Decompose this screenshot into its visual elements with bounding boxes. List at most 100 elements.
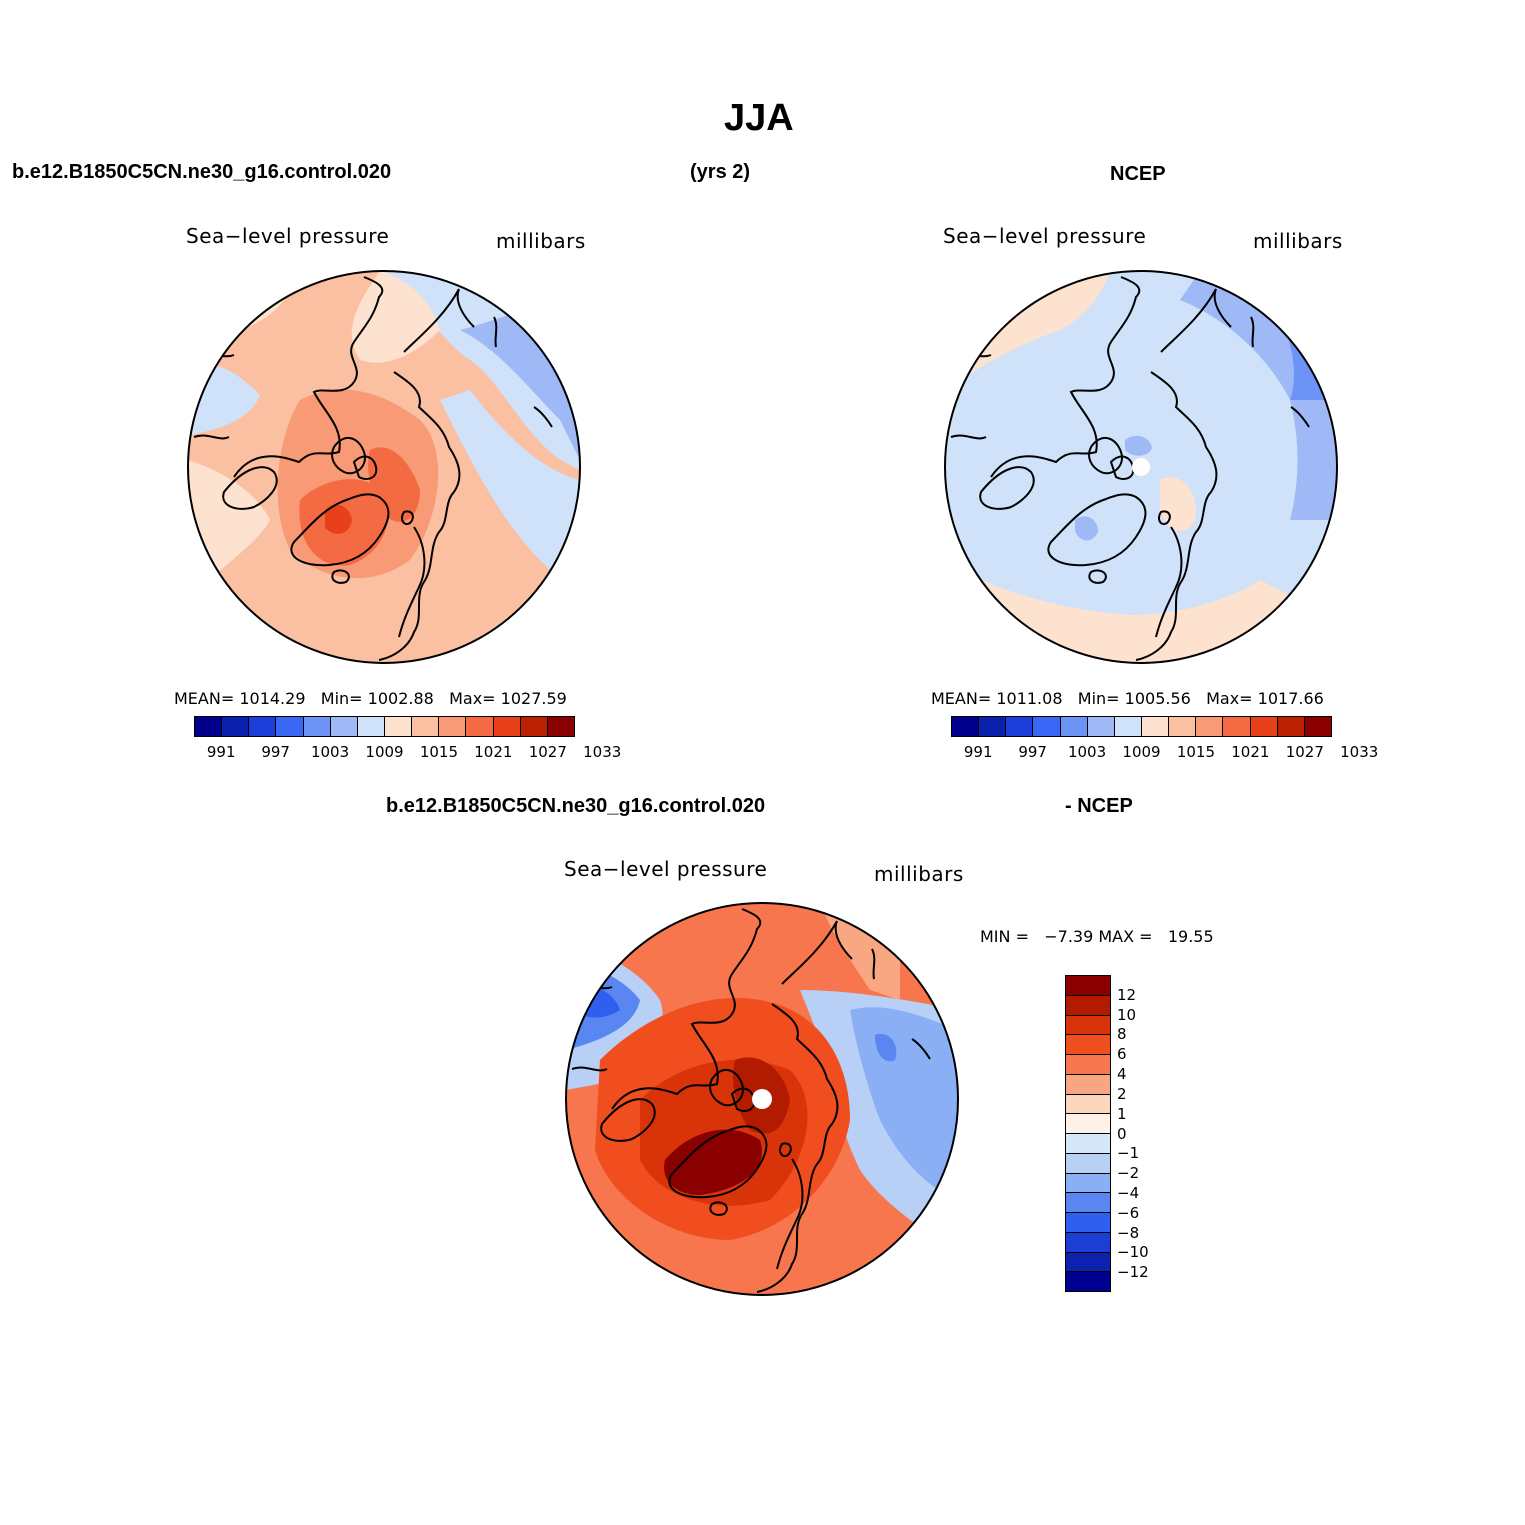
obs-name-label: NCEP <box>1110 163 1166 185</box>
obs-colorbar-swatch <box>1169 717 1197 736</box>
model-colorbar-tick-label: 1021 <box>474 743 513 761</box>
obs-colorbar <box>951 716 1332 737</box>
diff-colorbar-swatch <box>1066 1272 1110 1291</box>
model-max-value: 1027.59 <box>500 689 567 708</box>
obs-colorbar-swatch <box>1196 717 1224 736</box>
model-colorbar-swatch <box>466 717 494 736</box>
diff-colorbar-tick-label: 6 <box>1117 1045 1127 1064</box>
diff-colorbar-swatch <box>1066 995 1110 1016</box>
diff-colorbar-tick-label: −2 <box>1117 1164 1140 1183</box>
obs-max-value: 1017.66 <box>1257 689 1324 708</box>
model-colorbar-swatch <box>412 717 440 736</box>
model-colorbar-swatch <box>547 717 574 736</box>
diff-colorbar-tick-label: −1 <box>1117 1144 1140 1163</box>
model-colorbar-tick-label: 991 <box>206 743 236 761</box>
diff-colorbar-tick-label: −10 <box>1117 1243 1149 1262</box>
model-variable-label: Sea−level pressure <box>186 224 390 248</box>
diff-colorbar-swatch <box>1066 1252 1110 1273</box>
model-colorbar-swatch <box>439 717 467 736</box>
model-max-label: Max= <box>449 689 496 708</box>
obs-units-label: millibars <box>1253 229 1343 253</box>
obs-colorbar-swatch <box>979 717 1007 736</box>
obs-colorbar-swatch <box>952 717 980 736</box>
case-name-label: b.e12.B1850C5CN.ne30_g16.control.020 <box>12 161 392 183</box>
obs-colorbar-tick-label: 1003 <box>1067 743 1107 761</box>
model-colorbar-swatch <box>276 717 304 736</box>
model-map <box>187 270 581 664</box>
diff-colorbar-tick-label: −12 <box>1117 1263 1149 1282</box>
diff-units-label: millibars <box>874 862 964 886</box>
model-colorbar-tick-label: 1009 <box>365 743 404 761</box>
model-colorbar-tick-label: 997 <box>261 743 290 761</box>
diff-colorbar-swatch <box>1066 1055 1110 1075</box>
model-colorbar-tick-label: 1015 <box>419 743 459 761</box>
model-mean-label: MEAN= <box>174 689 235 708</box>
diff-variable-label: Sea−level pressure <box>564 857 768 881</box>
obs-colorbar-swatch <box>1006 717 1034 736</box>
obs-min-label: Min= <box>1077 689 1120 708</box>
obs-min-value: 1005.56 <box>1124 689 1191 708</box>
diff-title-right: - NCEP <box>1065 795 1133 817</box>
diff-colorbar-tick-label: 12 <box>1117 985 1137 1004</box>
diff-colorbar-tick-label: −4 <box>1117 1183 1140 1202</box>
diff-stats: MIN = −7.39 MAX = 19.55 <box>980 927 1214 946</box>
obs-colorbar-swatch <box>1277 717 1305 736</box>
model-stats: MEAN= 1014.29 Min= 1002.88 Max= 1027.59 <box>174 689 567 708</box>
model-colorbar-swatch <box>384 717 413 736</box>
obs-mean-value: 1011.08 <box>996 689 1063 708</box>
obs-colorbar-swatch <box>1141 717 1170 736</box>
diff-min-label: MIN = <box>980 927 1029 946</box>
diff-colorbar-tick-label: 2 <box>1117 1084 1127 1103</box>
diff-colorbar-swatch <box>1066 1094 1110 1115</box>
obs-colorbar-swatch <box>1060 717 1088 736</box>
diff-colorbar <box>1065 975 1111 1292</box>
model-colorbar-tick-label: 1033 <box>583 743 622 761</box>
diff-colorbar-swatch <box>1066 1035 1110 1055</box>
obs-map <box>944 270 1338 664</box>
diff-colorbar-swatch <box>1066 1153 1110 1174</box>
obs-max-label: Max= <box>1206 689 1253 708</box>
diff-colorbar-tick-label: 0 <box>1117 1124 1127 1143</box>
diff-colorbar-tick-label: 1 <box>1117 1104 1127 1123</box>
diff-colorbar-swatch <box>1066 1173 1110 1194</box>
diff-colorbar-swatch <box>1066 1015 1110 1036</box>
model-colorbar-swatch <box>195 717 223 736</box>
obs-mean-label: MEAN= <box>931 689 992 708</box>
obs-colorbar-swatch <box>1114 717 1142 736</box>
diff-min-value: −7.39 <box>1044 927 1094 946</box>
model-min-value: 1002.88 <box>367 689 434 708</box>
obs-colorbar-swatch <box>1223 717 1251 736</box>
diff-colorbar-swatch <box>1066 1232 1110 1253</box>
model-colorbar-swatch <box>493 717 521 736</box>
model-mean-value: 1014.29 <box>239 689 306 708</box>
diff-colorbar-swatch <box>1066 1193 1110 1213</box>
model-colorbar-swatch <box>520 717 548 736</box>
obs-colorbar-swatch <box>1250 717 1278 736</box>
obs-colorbar-tick-label: 1033 <box>1340 743 1379 761</box>
diff-colorbar-swatch <box>1066 1134 1110 1154</box>
obs-colorbar-tick-label: 1027 <box>1285 743 1324 761</box>
diff-colorbar-swatch <box>1066 976 1110 996</box>
diff-colorbar-swatch <box>1066 1213 1110 1233</box>
diff-colorbar-tick-label: −8 <box>1117 1223 1140 1242</box>
obs-colorbar-tick-label: 991 <box>963 743 993 761</box>
obs-colorbar-tick-label: 1021 <box>1231 743 1270 761</box>
model-colorbar-swatch <box>330 717 358 736</box>
diff-map <box>565 902 959 1296</box>
model-colorbar-swatch <box>357 717 385 736</box>
diff-colorbar-tick-label: 10 <box>1117 1005 1137 1024</box>
diff-max-value: 19.55 <box>1167 927 1214 946</box>
model-colorbar-swatch <box>303 717 331 736</box>
diff-colorbar-tick-label: 8 <box>1117 1025 1127 1044</box>
model-colorbar-swatch <box>222 717 250 736</box>
model-colorbar-tick-label: 1027 <box>528 743 567 761</box>
diff-colorbar-tick-label: −6 <box>1117 1203 1140 1222</box>
model-units-label: millibars <box>496 229 586 253</box>
diff-colorbar-tick-label: 4 <box>1117 1065 1127 1084</box>
obs-colorbar-tick-label: 1009 <box>1122 743 1161 761</box>
model-colorbar <box>194 716 575 737</box>
model-colorbar-swatch <box>249 717 277 736</box>
obs-variable-label: Sea−level pressure <box>943 224 1147 248</box>
